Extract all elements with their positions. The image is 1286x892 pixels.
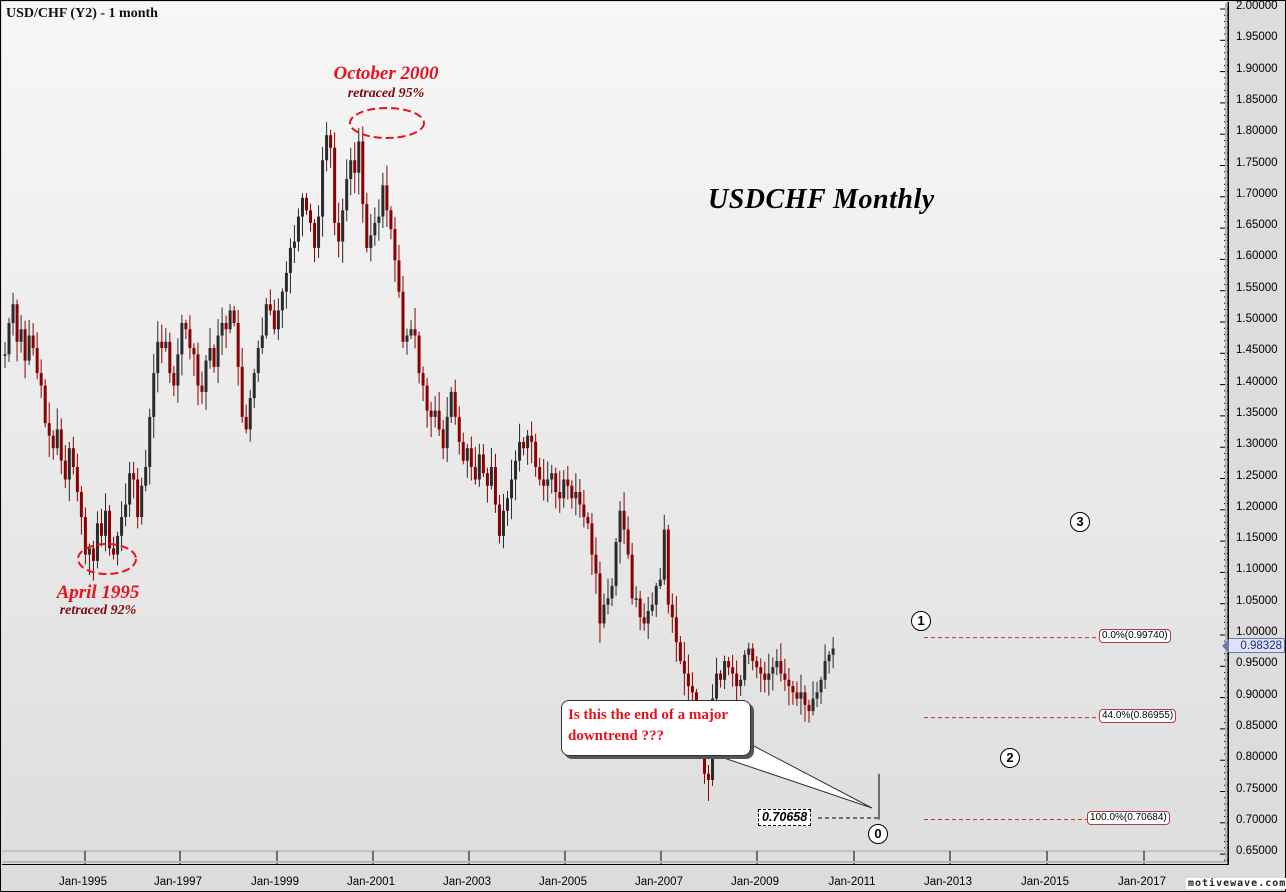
y-tick-label: 0.80000 <box>1236 751 1278 764</box>
y-tick-label: 1.30000 <box>1236 438 1278 451</box>
annotation-top-title: October 2000 <box>333 63 439 84</box>
x-tick-label: Jan-2013 <box>924 876 972 888</box>
watermark-logo: motivewave.com <box>1186 878 1286 889</box>
y-tick-label: 1.85000 <box>1236 93 1278 106</box>
current-price-tag: 0.98328 <box>1229 638 1285 653</box>
y-tick-label: 1.50000 <box>1236 313 1278 325</box>
y-tick-label: 1.55000 <box>1236 281 1278 294</box>
y-tick-label: 1.10000 <box>1236 563 1278 576</box>
y-tick-label: 1.60000 <box>1236 250 1278 263</box>
y-tick-label: 0.65000 <box>1236 845 1278 858</box>
x-tick-label: Jan-2017 <box>1118 876 1166 888</box>
wave-label-3: 3 <box>1070 512 1090 532</box>
x-tick-label: Jan-2003 <box>443 876 491 888</box>
x-tick-label: Jan-2007 <box>635 876 683 888</box>
y-tick-label: 1.20000 <box>1236 500 1278 513</box>
y-tick-label: 1.45000 <box>1236 344 1278 357</box>
y-tick-label: 1.05000 <box>1236 594 1278 607</box>
y-tick-label: 1.95000 <box>1236 31 1278 44</box>
y-tick-label: 0.85000 <box>1236 719 1278 732</box>
fib-level-label: 0.0%(0.99740) <box>1099 628 1171 643</box>
y-tick-label: 1.25000 <box>1236 469 1278 482</box>
y-tick-label: 1.75000 <box>1236 156 1278 169</box>
fib-level-label: 100.0%(0.70684) <box>1087 810 1170 825</box>
x-tick-label: Jan-2011 <box>828 876 876 888</box>
x-tick-label: Jan-2009 <box>731 876 779 888</box>
x-tick-label: Jan-2015 <box>1021 876 1069 888</box>
y-tick-label: 1.00000 <box>1236 626 1278 638</box>
callout-bubble[interactable]: Is this the end of a major downtrend ??? <box>561 700 751 756</box>
y-tick-label: 1.80000 <box>1236 125 1278 138</box>
y-tick-label: 1.65000 <box>1236 219 1278 232</box>
low-price-label: 0.70658 <box>758 809 812 826</box>
y-tick-label: 1.35000 <box>1236 406 1278 419</box>
y-tick-label: 0.70000 <box>1236 813 1278 826</box>
current-price-arrow <box>1222 638 1230 654</box>
y-tick-label: 1.90000 <box>1236 62 1278 75</box>
x-tick-label: Jan-2001 <box>347 876 395 888</box>
y-tick-label: 1.40000 <box>1236 375 1278 388</box>
annotation-bottom-sub: retraced 92% <box>59 603 137 618</box>
y-tick-label: 0.75000 <box>1236 782 1278 795</box>
annotation-top-sub: retraced 95% <box>347 86 425 101</box>
annotation-bottom-title: April 1995 <box>56 582 140 603</box>
y-tick-label: 1.15000 <box>1236 532 1278 545</box>
y-tick-label: 0.95000 <box>1236 657 1278 670</box>
instrument-title: USD/CHF (Y2) - 1 month <box>6 6 158 21</box>
wave-label-1: 1 <box>911 611 931 631</box>
y-tick-label: 2.00000 <box>1236 0 1278 12</box>
y-tick-label: 0.90000 <box>1236 688 1278 701</box>
x-tick-label: Jan-2005 <box>539 876 587 888</box>
x-tick-label: Jan-1997 <box>154 876 202 888</box>
x-tick-label: Jan-1999 <box>251 876 299 888</box>
wave-label-2: 2 <box>1000 748 1020 768</box>
chart-title: USDCHF Monthly <box>708 184 935 215</box>
fib-level-label: 44.0%(0.86955) <box>1099 708 1177 723</box>
wave-label-0: 0 <box>868 824 888 844</box>
x-tick-label: Jan-1995 <box>59 876 107 888</box>
y-tick-label: 1.70000 <box>1236 187 1278 200</box>
